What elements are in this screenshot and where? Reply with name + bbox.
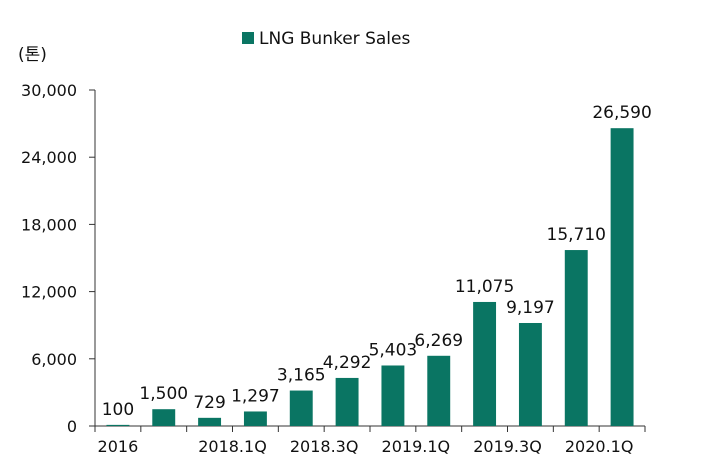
bar <box>106 424 130 426</box>
data-label: 15,710 <box>547 225 606 245</box>
y-tick-label: 12,000 <box>21 283 77 302</box>
bar <box>473 301 497 426</box>
legend: LNG Bunker Sales <box>242 29 410 49</box>
y-tick-label: 30,000 <box>21 81 77 100</box>
data-label: 9,197 <box>506 298 555 318</box>
bar <box>427 355 451 426</box>
x-axis: 2016 2018.1Q 2018.3Q 2019.1Q 2019.3Q 2020.1Q <box>94 425 646 456</box>
data-label: 5,403 <box>369 340 418 360</box>
bar <box>198 417 222 426</box>
bar <box>289 390 313 426</box>
bar <box>381 365 405 426</box>
x-tick-label: 2018.3Q <box>290 437 359 456</box>
legend-swatch <box>242 32 254 44</box>
bar <box>564 250 588 426</box>
data-label: 4,292 <box>323 353 372 373</box>
data-label: 1,500 <box>139 384 188 404</box>
y-axis: 0 6,000 12,000 18,000 24,000 30,000 <box>21 81 96 436</box>
bar <box>518 322 542 426</box>
bar <box>243 411 267 426</box>
x-tick-label: 2019.1Q <box>382 437 451 456</box>
x-tick-label: 2019.3Q <box>473 437 542 456</box>
x-tick-label: 2018.1Q <box>198 437 267 456</box>
y-tick-label: 0 <box>67 417 77 436</box>
data-label: 100 <box>102 400 134 420</box>
data-label: 6,269 <box>414 331 463 351</box>
legend-label: LNG Bunker Sales <box>259 29 410 49</box>
y-tick-label: 24,000 <box>21 148 77 167</box>
x-tick-label: 2016 <box>98 437 139 456</box>
bar <box>610 128 634 426</box>
data-label: 26,590 <box>592 103 651 123</box>
bars <box>106 128 634 426</box>
y-unit-label: (톤) <box>18 45 47 65</box>
data-label: 1,297 <box>231 386 280 406</box>
data-label: 729 <box>193 393 225 413</box>
y-tick-label: 18,000 <box>21 215 77 234</box>
bar <box>335 377 359 426</box>
data-label: 11,075 <box>455 277 514 297</box>
y-tick-label: 6,000 <box>31 350 77 369</box>
data-label: 3,165 <box>277 366 326 386</box>
x-tick-label: 2020.1Q <box>565 437 634 456</box>
bar <box>152 409 176 426</box>
